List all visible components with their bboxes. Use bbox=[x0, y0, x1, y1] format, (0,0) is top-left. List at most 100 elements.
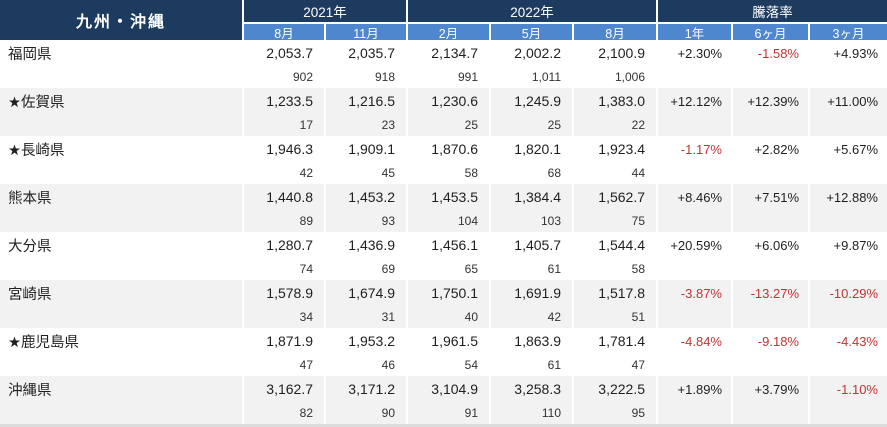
prefecture-name-cell: 沖縄県 bbox=[0, 376, 244, 424]
listing-count: 54 bbox=[464, 358, 478, 372]
price-value: 1,562.7 bbox=[598, 189, 645, 205]
empty-line bbox=[658, 210, 731, 232]
listing-count: 95 bbox=[631, 406, 645, 420]
price-cell: 1,216.5 23 bbox=[326, 88, 408, 136]
rate-value: +2.30% bbox=[677, 45, 722, 61]
rate-value: -10.29% bbox=[829, 285, 878, 301]
listing-count: 58 bbox=[464, 166, 478, 180]
empty-line bbox=[733, 306, 808, 328]
listing-count: 918 bbox=[374, 70, 395, 84]
prefecture-name-cell: 福岡県 bbox=[0, 40, 244, 88]
prefecture-row: ★鹿児島県 1,871.9 47 1,953.2 46 1,961.5 54 1,863.9 6… bbox=[0, 328, 887, 376]
price-cell: 1,233.5 17 bbox=[244, 88, 326, 136]
listing-count: 61 bbox=[547, 262, 561, 276]
rate-cell: +8.46% bbox=[658, 184, 733, 232]
listing-count: 25 bbox=[547, 118, 561, 132]
rate-cell: -1.58% bbox=[733, 40, 810, 88]
price-value: 1,456.1 bbox=[431, 237, 478, 253]
listing-count: 75 bbox=[631, 214, 645, 228]
price-cell: 1,405.7 61 bbox=[491, 232, 574, 280]
price-value: 1,453.5 bbox=[431, 189, 478, 205]
rate-cell: -1.17% bbox=[658, 136, 733, 184]
price-value: 1,909.1 bbox=[348, 141, 395, 157]
rate-cell: +7.51% bbox=[733, 184, 810, 232]
empty-line bbox=[810, 66, 887, 88]
empty-line bbox=[733, 354, 808, 376]
rate-value: -4.84% bbox=[680, 333, 722, 349]
listing-count: 91 bbox=[464, 406, 478, 420]
listing-count: 65 bbox=[464, 262, 478, 276]
price-value: 2,100.9 bbox=[598, 45, 645, 61]
price-value: 1,405.7 bbox=[514, 237, 561, 253]
price-cell: 1,820.1 68 bbox=[491, 136, 574, 184]
price-value: 1,440.8 bbox=[266, 189, 313, 205]
rate-value: +7.51% bbox=[754, 189, 799, 205]
empty-line bbox=[733, 210, 808, 232]
price-cell: 1,871.9 47 bbox=[244, 328, 326, 376]
price-value: 1,870.6 bbox=[431, 141, 478, 157]
rate-cell: +4.93% bbox=[810, 40, 887, 88]
rate-cell: +3.79% bbox=[733, 376, 810, 424]
rate-cell: +5.67% bbox=[810, 136, 887, 184]
price-value: 1,453.2 bbox=[348, 189, 395, 205]
rate-cell: -4.84% bbox=[658, 328, 733, 376]
empty-line bbox=[658, 114, 731, 136]
price-cell: 1,245.9 25 bbox=[491, 88, 574, 136]
listing-count: 61 bbox=[547, 358, 561, 372]
empty-line bbox=[658, 354, 731, 376]
rate-cell: +9.87% bbox=[810, 232, 887, 280]
prefecture-name: 大分県 bbox=[8, 238, 52, 255]
rate-value: +2.82% bbox=[754, 141, 799, 157]
listing-count: 34 bbox=[299, 310, 313, 324]
rate-cell: -13.27% bbox=[733, 280, 810, 328]
price-cell: 3,171.2 90 bbox=[326, 376, 408, 424]
empty-line bbox=[810, 210, 887, 232]
price-value: 3,171.2 bbox=[348, 381, 395, 397]
month-header-2021-nov: 11月 bbox=[326, 22, 408, 41]
listing-count: 90 bbox=[381, 406, 395, 420]
prefecture-name-cell: 熊本県 bbox=[0, 184, 244, 232]
rate-value: +5.67% bbox=[833, 141, 878, 157]
price-cell: 1,909.1 45 bbox=[326, 136, 408, 184]
rate-value: +12.88% bbox=[826, 189, 878, 205]
price-value: 1,871.9 bbox=[266, 333, 313, 349]
price-value: 3,104.9 bbox=[431, 381, 478, 397]
listing-count: 47 bbox=[631, 358, 645, 372]
price-value: 1,280.7 bbox=[266, 237, 313, 253]
rate-value: -1.10% bbox=[836, 381, 878, 397]
price-value: 1,781.4 bbox=[598, 333, 645, 349]
price-value: 1,517.8 bbox=[598, 285, 645, 301]
price-cell: 1,578.9 34 bbox=[244, 280, 326, 328]
empty-line bbox=[0, 354, 242, 376]
year-group-2022: 2022年 bbox=[408, 0, 658, 22]
price-cell: 1,453.2 93 bbox=[326, 184, 408, 232]
rate-cell: +1.89% bbox=[658, 376, 733, 424]
prefecture-name-cell: ★鹿児島県 bbox=[0, 328, 244, 376]
empty-line bbox=[0, 162, 242, 184]
price-value: 1,245.9 bbox=[514, 93, 561, 109]
rate-value: -3.87% bbox=[680, 285, 722, 301]
rate-value: +6.06% bbox=[754, 237, 799, 253]
listing-count: 110 bbox=[541, 406, 561, 420]
price-cell: 2,002.2 1,011 bbox=[491, 40, 574, 88]
price-cell: 1,562.7 75 bbox=[574, 184, 658, 232]
price-value: 1,750.1 bbox=[431, 285, 478, 301]
prefecture-row: 熊本県 1,440.8 89 1,453.2 93 1,453.5 104 1,384.4 10… bbox=[0, 184, 887, 232]
listing-count: 25 bbox=[464, 118, 478, 132]
price-cell: 1,544.4 58 bbox=[574, 232, 658, 280]
price-value: 1,384.4 bbox=[514, 189, 561, 205]
price-cell: 1,781.4 47 bbox=[574, 328, 658, 376]
rate-header-6months: 6ヶ月 bbox=[733, 22, 810, 41]
region-title: 九州・沖縄 bbox=[0, 0, 244, 40]
month-header-2022-feb: 2月 bbox=[408, 22, 491, 41]
rate-value: -13.27% bbox=[750, 285, 799, 301]
empty-line bbox=[658, 402, 731, 424]
month-header-2021-aug: 8月 bbox=[244, 22, 326, 41]
listing-count: 58 bbox=[631, 262, 645, 276]
price-value: 1,230.6 bbox=[431, 93, 478, 109]
prefecture-name: 沖縄県 bbox=[8, 382, 52, 399]
price-value: 1,233.5 bbox=[266, 93, 313, 109]
listing-count: 1,006 bbox=[614, 70, 645, 84]
rate-value: +12.39% bbox=[747, 93, 799, 109]
